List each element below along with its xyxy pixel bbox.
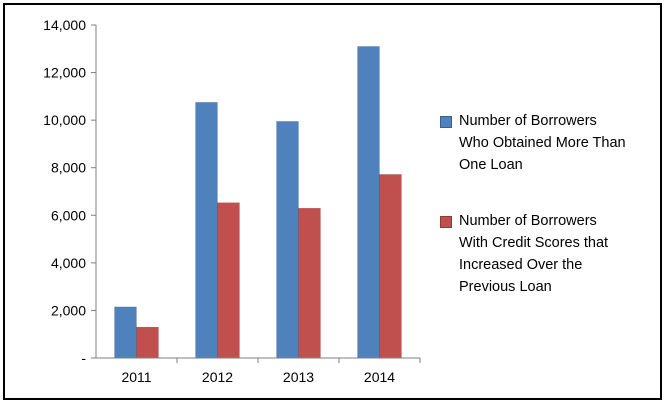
y-tick-label: 4,000 — [51, 255, 86, 271]
bar-series-1-2011 — [114, 306, 137, 359]
y-tick-label: 14,000 — [43, 17, 86, 33]
legend-swatch-series-2 — [440, 216, 452, 228]
legend-label-series-2: Number of Borrowers With Credit Scores t… — [459, 213, 609, 295]
y-tick-label: 12,000 — [43, 65, 86, 81]
y-tick-label: 6,000 — [51, 207, 86, 223]
bar-series-2-2011 — [136, 326, 159, 359]
bar-series-1-2012 — [195, 102, 218, 359]
y-tick-label: 8,000 — [51, 160, 86, 176]
bar-series-2-2013 — [298, 207, 321, 359]
legend-item-series-1: Number of Borrowers Who Obtained More Th… — [440, 110, 659, 176]
x-tick-label: 2013 — [283, 369, 314, 385]
x-tick-label: 2011 — [121, 369, 151, 385]
bar-series-1-2014 — [357, 46, 380, 359]
bar-series-2-2012 — [217, 202, 240, 359]
x-axis-category-labels: 2011 2012 2013 2014 — [121, 369, 395, 385]
x-tick-label: 2012 — [202, 369, 233, 385]
chart-frame — [3, 3, 662, 400]
y-tick-label: - — [81, 350, 86, 366]
axis-tick-marks — [91, 24, 421, 363]
legend-item-series-2: Number of Borrowers With Credit Scores t… — [440, 210, 659, 298]
y-axis-tick-labels: - 2,000 4,000 6,000 8,000 10,000 12,000 14,000 — [43, 17, 86, 366]
bar-series-2-2014 — [379, 174, 402, 359]
bars — [114, 46, 402, 359]
bar-series-1-2013 — [276, 121, 299, 359]
x-tick-label: 2014 — [364, 369, 395, 385]
legend-swatch-series-1 — [440, 116, 452, 128]
y-tick-label: 10,000 — [43, 112, 86, 128]
legend-label-series-1: Number of Borrowers Who Obtained More Th… — [459, 113, 626, 173]
y-tick-label: 2,000 — [51, 302, 86, 318]
